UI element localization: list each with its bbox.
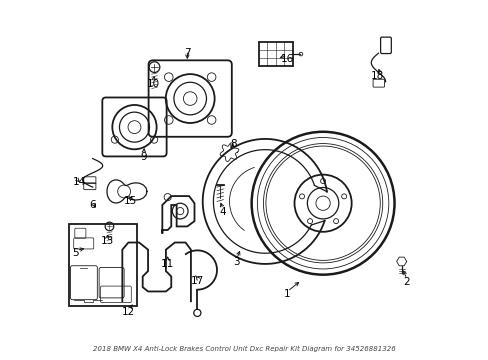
Text: 1: 1 — [284, 289, 290, 299]
Text: 4: 4 — [219, 207, 226, 217]
Text: 13: 13 — [100, 237, 113, 247]
Text: 3: 3 — [233, 257, 240, 267]
Text: 15: 15 — [124, 197, 137, 206]
Text: 6: 6 — [89, 200, 96, 210]
Text: 16: 16 — [280, 54, 293, 64]
Text: 2: 2 — [403, 277, 409, 287]
Text: 2018 BMW X4 Anti-Lock Brakes Control Unit Dxc Repair Kit Diagram for 34526881326: 2018 BMW X4 Anti-Lock Brakes Control Uni… — [93, 346, 395, 352]
Text: 10: 10 — [146, 78, 160, 89]
Bar — [69, 224, 136, 306]
Text: 7: 7 — [183, 48, 190, 58]
Text: 17: 17 — [190, 276, 203, 286]
Text: 5: 5 — [72, 248, 79, 258]
Text: 14: 14 — [72, 177, 85, 187]
Text: 18: 18 — [370, 71, 384, 81]
Bar — [258, 42, 292, 66]
Text: 12: 12 — [122, 307, 135, 317]
Text: 11: 11 — [161, 259, 174, 269]
Text: 8: 8 — [230, 139, 237, 149]
Text: 9: 9 — [140, 152, 147, 162]
